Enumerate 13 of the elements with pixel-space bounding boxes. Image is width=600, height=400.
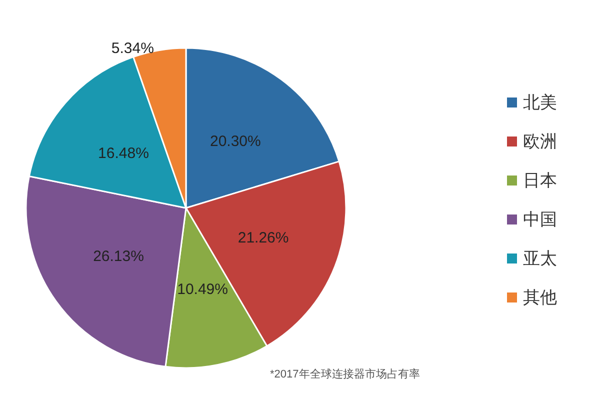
data-label: 16.48%	[98, 144, 149, 162]
legend-label: 北美	[523, 93, 557, 112]
legend-label: 日本	[523, 171, 557, 190]
text: *2017年全球连接器市场占有率	[270, 368, 420, 380]
legend-label: 其他	[523, 288, 557, 307]
legend-label: 亚太	[523, 249, 557, 268]
data-label: 10.49%	[177, 280, 228, 298]
data-label: 21.26%	[238, 230, 289, 247]
data-label: 26.13%	[93, 248, 144, 265]
data-label: 5.34%	[111, 40, 154, 57]
legend-label: 中国	[523, 210, 557, 229]
data-label: 20.30%	[210, 132, 261, 150]
legend-label: 欧洲	[523, 132, 557, 151]
